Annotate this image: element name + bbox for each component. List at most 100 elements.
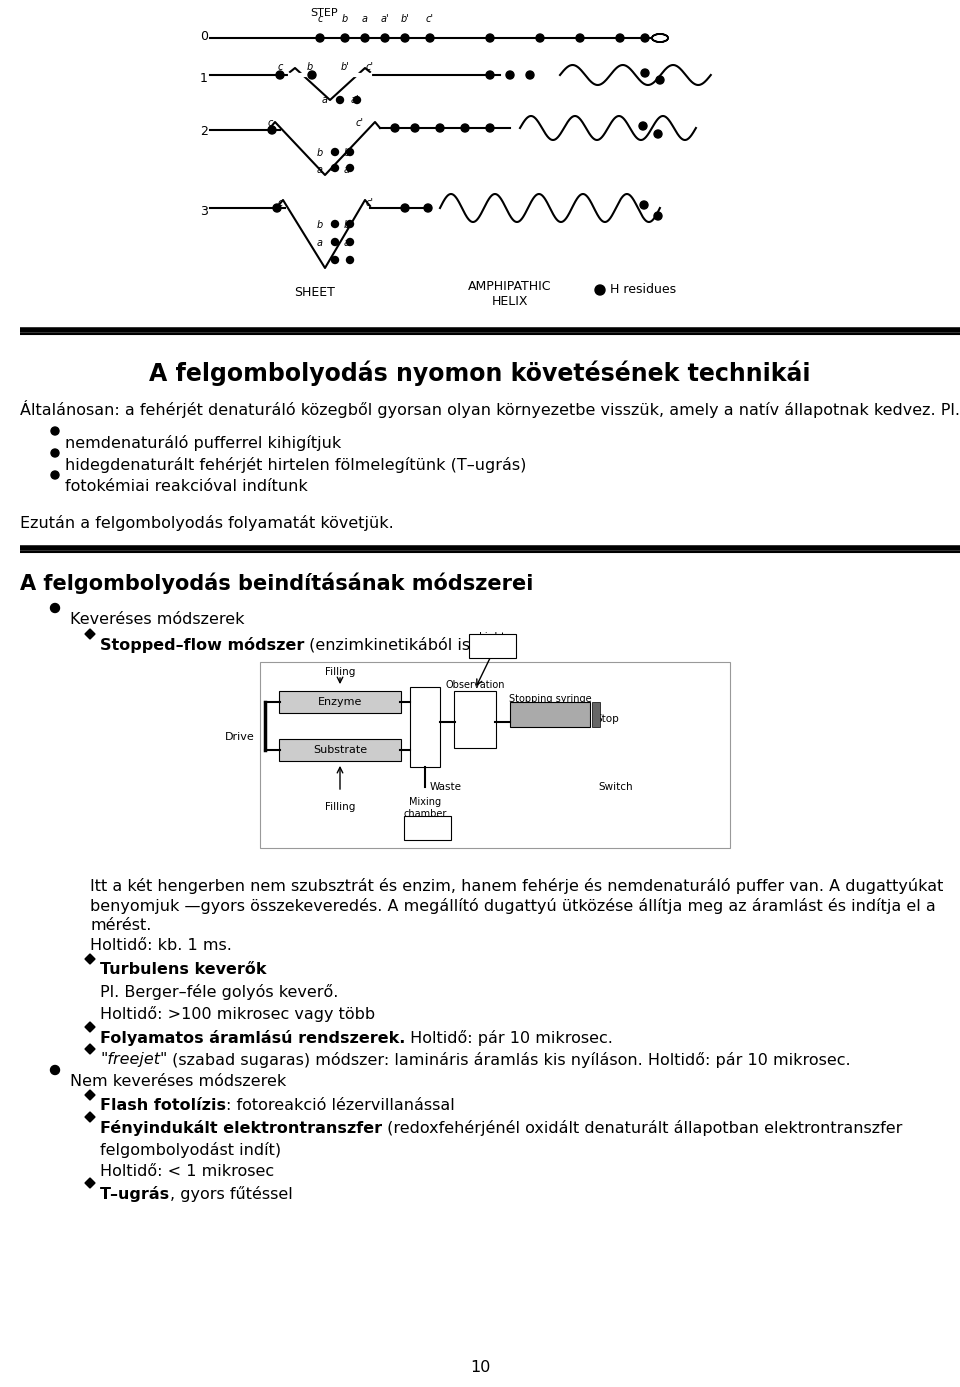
FancyBboxPatch shape <box>592 702 600 727</box>
Text: b': b' <box>344 148 352 158</box>
Text: b: b <box>317 148 324 158</box>
Text: a': a' <box>344 239 352 248</box>
Text: "freejet": "freejet" <box>100 1051 167 1067</box>
Circle shape <box>506 71 514 79</box>
Text: Detection
system: Detection system <box>403 817 451 839</box>
Text: Holtidő: kb. 1 ms.: Holtidő: kb. 1 ms. <box>90 938 232 953</box>
Circle shape <box>347 148 353 155</box>
Text: b: b <box>307 62 313 72</box>
Circle shape <box>51 449 59 456</box>
Text: STEP: STEP <box>310 8 338 18</box>
Text: SHEET: SHEET <box>295 286 335 300</box>
Text: benyomjuk —gyors összekeveredés. A megállító dugattyú ütközése állítja meg az ár: benyomjuk —gyors összekeveredés. A megál… <box>90 897 936 914</box>
Text: Keveréses módszerek: Keveréses módszerek <box>70 612 245 627</box>
Text: a: a <box>322 94 328 105</box>
Circle shape <box>347 165 353 172</box>
Text: (redoxfehérjénél oxidált denaturált állapotban elektrontranszfer: (redoxfehérjénél oxidált denaturált álla… <box>382 1119 902 1136</box>
Circle shape <box>381 35 389 42</box>
Circle shape <box>51 603 60 613</box>
Text: =: = <box>330 221 338 230</box>
Circle shape <box>308 71 316 79</box>
Circle shape <box>411 123 419 132</box>
Text: c': c' <box>356 118 364 128</box>
Polygon shape <box>85 954 95 964</box>
Circle shape <box>640 201 648 209</box>
Text: c: c <box>267 118 273 128</box>
Circle shape <box>347 257 353 264</box>
Circle shape <box>353 97 361 104</box>
FancyBboxPatch shape <box>404 816 451 841</box>
Text: Switch: Switch <box>598 782 633 792</box>
Text: felgombolyodást indít): felgombolyodást indít) <box>100 1142 281 1158</box>
Circle shape <box>51 427 59 436</box>
Text: a: a <box>317 165 323 175</box>
Text: Observation
cell: Observation cell <box>445 680 505 702</box>
Text: a: a <box>317 239 323 248</box>
Text: Holtidő: < 1 mikrosec: Holtidő: < 1 mikrosec <box>100 1164 275 1179</box>
Text: Fényindukált elektrontranszfer: Fényindukált elektrontranszfer <box>100 1119 382 1136</box>
Text: b': b' <box>400 14 409 24</box>
Text: AMPHIPATHIC: AMPHIPATHIC <box>468 280 552 293</box>
Text: =: = <box>330 148 338 158</box>
Text: hidegdenaturált fehérjét hirtelen fölmelegítünk (T–ugrás): hidegdenaturált fehérjét hirtelen fölmel… <box>65 456 526 473</box>
Text: 0: 0 <box>200 31 208 43</box>
Text: Holtidő: >100 mikrosec vagy több: Holtidő: >100 mikrosec vagy több <box>100 1006 375 1022</box>
Circle shape <box>486 35 494 42</box>
Circle shape <box>426 35 434 42</box>
Circle shape <box>401 204 409 212</box>
Text: a': a' <box>381 14 390 24</box>
Text: b: b <box>317 221 324 230</box>
Text: T–ugrás: T–ugrás <box>100 1186 170 1203</box>
FancyBboxPatch shape <box>279 691 401 713</box>
FancyBboxPatch shape <box>410 687 440 767</box>
Text: c: c <box>277 62 282 72</box>
Circle shape <box>331 221 339 227</box>
Text: Ezután a felgombolyodás folyamatát követjük.: Ezután a felgombolyodás folyamatát követ… <box>20 515 394 531</box>
Text: Nem keveréses módszerek: Nem keveréses módszerek <box>70 1074 286 1089</box>
Circle shape <box>316 35 324 42</box>
Text: H residues: H residues <box>610 283 676 295</box>
Circle shape <box>401 35 409 42</box>
Circle shape <box>486 123 494 132</box>
Text: : fotoreakció lézervillanással: : fotoreakció lézervillanással <box>226 1099 455 1112</box>
FancyBboxPatch shape <box>510 702 590 727</box>
Text: Pl. Berger–féle golyós keverő.: Pl. Berger–féle golyós keverő. <box>100 983 338 1000</box>
Text: Substrate: Substrate <box>313 745 367 755</box>
Text: Waste: Waste <box>430 782 462 792</box>
Text: c': c' <box>426 14 434 24</box>
Text: Itt a két hengerben nem szubsztrát és enzim, hanem fehérje és nemdenaturáló puff: Itt a két hengerben nem szubsztrát és en… <box>90 878 944 895</box>
Text: Filling: Filling <box>324 667 355 677</box>
Text: Általánosan: a fehérjét denaturáló közegből gyorsan olyan környezetbe visszük, a: Általánosan: a fehérjét denaturáló közeg… <box>20 399 960 417</box>
Circle shape <box>595 284 605 295</box>
Text: =: = <box>330 165 338 175</box>
Text: b': b' <box>344 221 352 230</box>
Text: HELIX: HELIX <box>492 295 528 308</box>
Circle shape <box>361 35 369 42</box>
Text: , gyors fűtéssel: , gyors fűtéssel <box>170 1186 293 1203</box>
Polygon shape <box>85 1090 95 1100</box>
Circle shape <box>641 35 649 42</box>
Circle shape <box>51 1065 60 1075</box>
Text: A felgombolyodás nyomon követésének technikái: A felgombolyodás nyomon követésének tech… <box>149 361 811 386</box>
Circle shape <box>331 148 339 155</box>
Polygon shape <box>85 628 95 639</box>
Circle shape <box>424 204 432 212</box>
Text: mérést.: mérést. <box>90 918 152 933</box>
Text: Enzyme: Enzyme <box>318 698 362 707</box>
Text: A felgombolyodás beindításának módszerei: A felgombolyodás beindításának módszerei <box>20 571 534 594</box>
Circle shape <box>51 472 59 479</box>
Circle shape <box>536 35 544 42</box>
Circle shape <box>654 130 662 137</box>
Circle shape <box>331 257 339 264</box>
Circle shape <box>347 239 353 245</box>
Circle shape <box>616 35 624 42</box>
Circle shape <box>526 71 534 79</box>
Text: Drive: Drive <box>226 732 255 742</box>
Text: a': a' <box>344 165 352 175</box>
Text: Stopped–flow módszer: Stopped–flow módszer <box>100 637 304 653</box>
Text: =: = <box>336 94 344 105</box>
FancyBboxPatch shape <box>260 662 730 847</box>
Text: (szabad sugaras) módszer: lamináris áramlás kis nyíláson. Holtidő: pár 10 mikros: (szabad sugaras) módszer: lamináris áram… <box>167 1051 851 1068</box>
Text: Turbulens keverők: Turbulens keverők <box>100 963 267 976</box>
Text: 3: 3 <box>200 205 208 218</box>
